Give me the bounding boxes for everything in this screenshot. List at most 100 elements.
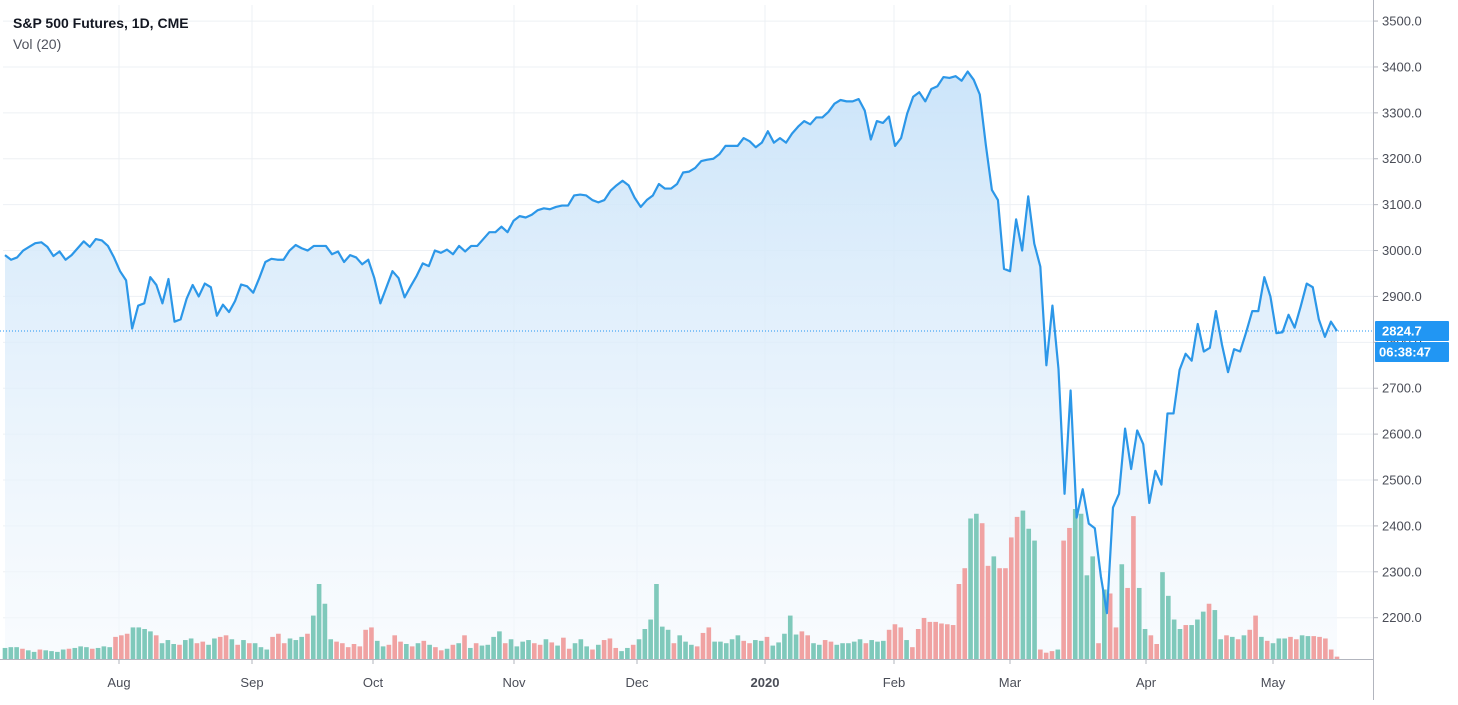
x-tick-label: Sep (240, 675, 263, 690)
volume-bar (1253, 615, 1258, 659)
volume-bar (1090, 556, 1096, 659)
volume-bar (1305, 636, 1311, 659)
volume-bar (415, 643, 421, 659)
volume-bar (741, 640, 747, 659)
volume-bar (1142, 629, 1148, 659)
volume-bar (276, 633, 281, 659)
volume-bar (787, 615, 793, 659)
volume-bar (700, 632, 706, 659)
volume-bar (1166, 595, 1171, 659)
volume-bar (165, 640, 171, 659)
y-tick-label: 3400.0 (1382, 59, 1422, 74)
volume-bar (450, 644, 456, 659)
volume-bar (1102, 589, 1107, 659)
volume-bar (979, 523, 985, 659)
volume-bar (1084, 575, 1090, 659)
volume-bars (2, 509, 1340, 659)
countdown-label: 06:38:47 (1379, 344, 1431, 359)
volume-bar (863, 643, 869, 659)
volume-bar (630, 644, 636, 659)
volume-bar (1270, 643, 1276, 659)
volume-bar (72, 647, 78, 659)
volume-bar (433, 647, 438, 659)
volume-bar (398, 641, 403, 659)
volume-bar (287, 638, 293, 659)
volume-bar (613, 647, 619, 659)
volume-bar (729, 639, 735, 659)
volume-bar (502, 643, 508, 659)
volume-bar (380, 646, 386, 659)
volume-bar (497, 631, 502, 659)
volume-bar (997, 568, 1002, 659)
volume-bar (20, 648, 25, 659)
volume-bar (456, 643, 462, 659)
volume-bar (642, 629, 648, 659)
price-area (5, 71, 1337, 660)
volume-bar (217, 636, 223, 659)
x-tick-label: May (1261, 675, 1286, 690)
volume-bar (1259, 636, 1264, 659)
volume-bar (1235, 639, 1241, 659)
volume-bar (1125, 587, 1130, 659)
volume-bar (898, 627, 904, 659)
volume-bar (1136, 587, 1142, 659)
volume-bar (950, 625, 956, 659)
volume-bar (404, 644, 409, 659)
volume-bar (915, 629, 921, 659)
volume-bar (1276, 638, 1282, 659)
volume-bar (235, 644, 240, 659)
volume-bar (1171, 619, 1177, 659)
volume-bar (1189, 625, 1194, 659)
volume-bar (153, 635, 159, 659)
volume-bar (1067, 527, 1072, 659)
volume-bar (281, 643, 287, 659)
volume-bar (1113, 627, 1119, 659)
volume-bar (520, 641, 525, 659)
volume-bar (78, 646, 83, 659)
volume-bar (473, 643, 479, 659)
volume-bar (462, 635, 467, 659)
volume-bar (723, 643, 729, 659)
volume-bar (194, 643, 200, 659)
volume-bar (1096, 643, 1101, 659)
volume-bar (421, 640, 427, 659)
volume-bar (1311, 636, 1317, 659)
volume-bar (95, 647, 101, 659)
y-tick-label: 2900.0 (1382, 289, 1422, 304)
volume-bar (1241, 635, 1247, 659)
volume-bar (799, 631, 805, 659)
volume-bar (1020, 510, 1026, 659)
volume-bar (31, 651, 37, 659)
volume-bar (683, 641, 688, 659)
volume-bar (1229, 636, 1235, 659)
volume-bar (828, 641, 834, 659)
x-tick-label: Oct (363, 675, 384, 690)
volume-bar (508, 639, 514, 659)
volume-bar (1218, 639, 1223, 659)
volume-bar (1043, 652, 1049, 659)
volume-bar (793, 634, 799, 659)
volume-bar (1055, 649, 1061, 659)
volume-bar (293, 640, 299, 659)
volume-bar (334, 641, 339, 659)
volume-bar (310, 615, 316, 659)
volume-bar (671, 643, 677, 659)
y-tick-label: 2500.0 (1382, 473, 1422, 488)
volume-bar (607, 638, 613, 659)
y-tick-label: 3200.0 (1382, 151, 1422, 166)
volume-indicator-label[interactable]: Vol (20) (13, 36, 62, 52)
volume-bar (130, 627, 136, 659)
volume-bar (910, 647, 915, 659)
volume-bar (159, 643, 165, 659)
y-tick-label: 2400.0 (1382, 518, 1422, 533)
volume-bar (933, 621, 938, 659)
volume-bar (892, 624, 898, 659)
volume-bar (136, 627, 142, 659)
volume-bar (345, 647, 351, 659)
volume-bar (718, 641, 723, 659)
volume-bar (694, 646, 700, 659)
volume-bar (1299, 635, 1305, 659)
volume-bar (188, 638, 194, 659)
